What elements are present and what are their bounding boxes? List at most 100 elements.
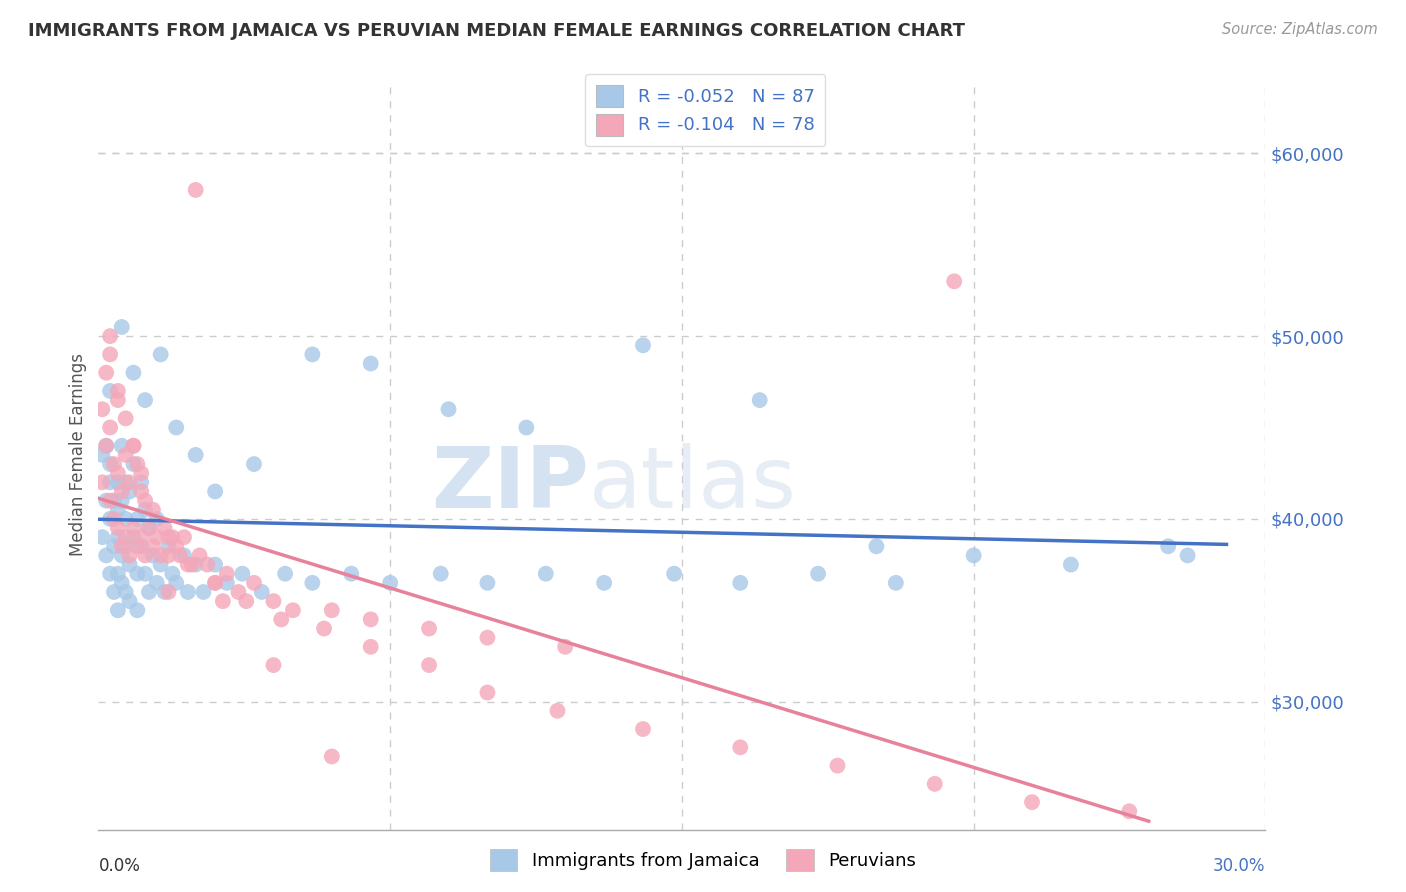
Point: [98, 329, 121, 343]
Point: [730, 575, 752, 590]
Point: [129, 466, 152, 480]
Point: [134, 493, 156, 508]
Point: [631, 722, 654, 736]
Point: [231, 566, 253, 581]
Point: [204, 575, 226, 590]
Text: 30.0%: 30.0%: [1213, 857, 1265, 875]
Point: [122, 521, 145, 535]
Point: [827, 758, 849, 772]
Point: [321, 603, 343, 617]
Point: [111, 493, 134, 508]
Point: [103, 512, 125, 526]
Point: [173, 530, 195, 544]
Point: [243, 457, 266, 471]
Point: [1118, 805, 1140, 819]
Point: [98, 420, 121, 434]
Point: [134, 566, 156, 581]
Point: [98, 384, 121, 398]
Point: [157, 530, 180, 544]
Point: [114, 512, 136, 526]
Point: [98, 566, 121, 581]
Point: [169, 549, 191, 563]
Point: [142, 539, 165, 553]
Point: [301, 575, 323, 590]
Point: [122, 457, 145, 471]
Point: [157, 549, 180, 563]
Legend: R = -0.052   N = 87, R = -0.104   N = 78: R = -0.052 N = 87, R = -0.104 N = 78: [585, 74, 825, 146]
Point: [91, 402, 114, 417]
Point: [546, 704, 568, 718]
Point: [138, 585, 160, 599]
Point: [111, 549, 134, 563]
Point: [107, 384, 129, 398]
Point: [554, 640, 576, 654]
Point: [96, 493, 118, 508]
Point: [312, 622, 335, 636]
Point: [107, 603, 129, 617]
Point: [96, 366, 118, 380]
Point: [1177, 549, 1199, 563]
Point: [111, 575, 134, 590]
Point: [114, 585, 136, 599]
Point: [380, 575, 402, 590]
Point: [107, 530, 129, 544]
Point: [281, 603, 304, 617]
Point: [107, 393, 129, 408]
Point: [114, 448, 136, 462]
Point: [122, 439, 145, 453]
Point: [98, 347, 121, 361]
Point: [129, 475, 152, 490]
Point: [184, 183, 207, 197]
Point: [118, 484, 141, 499]
Point: [180, 558, 202, 572]
Point: [129, 530, 152, 544]
Point: [340, 566, 363, 581]
Point: [662, 566, 685, 581]
Point: [142, 549, 165, 563]
Text: Source: ZipAtlas.com: Source: ZipAtlas.com: [1222, 22, 1378, 37]
Point: [188, 549, 211, 563]
Point: [943, 274, 966, 288]
Point: [262, 658, 284, 673]
Point: [122, 366, 145, 380]
Point: [91, 530, 114, 544]
Point: [593, 575, 616, 590]
Point: [177, 558, 200, 572]
Legend: Immigrants from Jamaica, Peruvians: Immigrants from Jamaica, Peruvians: [482, 842, 924, 879]
Point: [228, 585, 250, 599]
Text: IMMIGRANTS FROM JAMAICA VS PERUVIAN MEDIAN FEMALE EARNINGS CORRELATION CHART: IMMIGRANTS FROM JAMAICA VS PERUVIAN MEDI…: [28, 22, 965, 40]
Point: [146, 575, 169, 590]
Point: [98, 457, 121, 471]
Point: [215, 566, 238, 581]
Point: [1021, 795, 1043, 809]
Point: [165, 575, 187, 590]
Point: [111, 484, 134, 499]
Point: [96, 439, 118, 453]
Point: [534, 566, 557, 581]
Point: [114, 475, 136, 490]
Point: [250, 585, 273, 599]
Point: [360, 640, 382, 654]
Point: [96, 549, 118, 563]
Text: atlas: atlas: [589, 443, 797, 526]
Point: [98, 512, 121, 526]
Point: [146, 530, 169, 544]
Point: [111, 439, 134, 453]
Point: [418, 658, 440, 673]
Point: [429, 566, 451, 581]
Point: [134, 393, 156, 408]
Point: [193, 585, 215, 599]
Point: [107, 566, 129, 581]
Point: [1157, 539, 1180, 553]
Point: [122, 530, 145, 544]
Point: [235, 594, 257, 608]
Point: [138, 521, 160, 535]
Point: [127, 603, 149, 617]
Point: [184, 448, 207, 462]
Point: [118, 594, 141, 608]
Point: [884, 575, 907, 590]
Point: [204, 575, 226, 590]
Point: [157, 539, 180, 553]
Point: [153, 521, 176, 535]
Point: [173, 549, 195, 563]
